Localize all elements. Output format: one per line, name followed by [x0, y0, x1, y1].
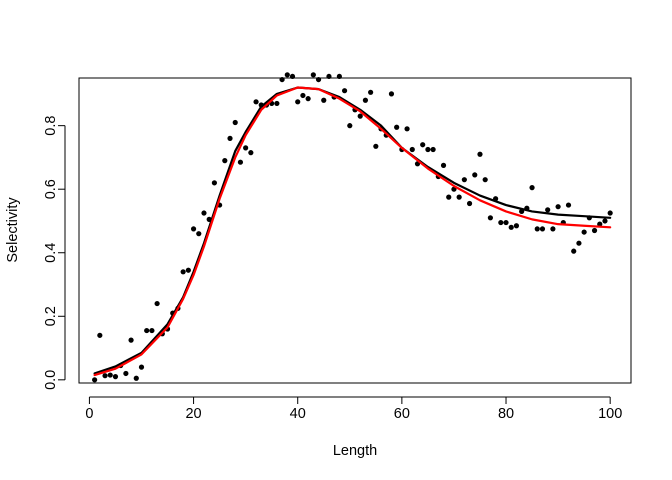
data-point [425, 146, 431, 153]
data-point [373, 143, 379, 149]
data-point [154, 300, 160, 307]
data-point [597, 221, 603, 227]
data-point [107, 372, 113, 378]
x-tick-label: 40 [290, 406, 306, 422]
data-point [368, 89, 374, 95]
data-point [123, 370, 129, 377]
data-point [482, 177, 488, 183]
data-point [602, 218, 608, 224]
x-axis-title: Length [333, 443, 377, 459]
data-point [394, 124, 400, 130]
data-point [222, 158, 228, 164]
x-axis: 0 20 40 60 80 100 [85, 396, 622, 422]
x-tick-label: 60 [394, 406, 410, 422]
data-point [321, 97, 327, 103]
data-point [284, 72, 290, 78]
data-point [347, 123, 353, 129]
fitted-curve-red [93, 86, 612, 377]
data-point [133, 375, 139, 381]
data-point [112, 374, 119, 380]
data-point [503, 219, 509, 226]
data-point [289, 73, 296, 80]
data-point [534, 226, 540, 232]
y-tick-label: 0.2 [43, 306, 59, 326]
data-point [149, 327, 155, 334]
data-point [92, 377, 98, 383]
data-point [243, 145, 249, 151]
y-tick-label: 0.0 [43, 370, 59, 390]
data-point [513, 223, 520, 229]
data-point [529, 185, 535, 191]
data-point [138, 364, 145, 370]
data-point [409, 146, 415, 153]
y-tick-label: 0.8 [43, 116, 59, 136]
y-tick-label: 0.4 [43, 243, 59, 263]
data-point [388, 91, 395, 97]
data-point [571, 248, 577, 254]
data-point [227, 135, 233, 141]
data-point [591, 227, 598, 234]
data-point [498, 219, 504, 226]
data-point [211, 180, 217, 186]
y-tick-label: 0.6 [43, 179, 59, 199]
data-point [144, 327, 150, 334]
data-point [201, 210, 207, 216]
data-point [420, 142, 426, 148]
data-point [404, 126, 410, 132]
data-point [274, 100, 280, 107]
data-point [305, 96, 311, 102]
x-tick-label: 100 [598, 406, 622, 422]
data-point [550, 226, 556, 232]
data-point [446, 194, 452, 200]
data-point [310, 72, 316, 78]
data-point [97, 332, 103, 338]
data-point [336, 73, 342, 80]
data-point [430, 146, 436, 153]
data-point [440, 162, 447, 168]
data-point [232, 119, 238, 126]
data-point [253, 99, 259, 105]
data-point [128, 337, 134, 343]
data-point [477, 151, 483, 157]
data-point [326, 73, 332, 80]
data-point [248, 150, 254, 156]
data-point [466, 200, 473, 207]
plot-area [92, 72, 613, 383]
data-point [185, 267, 191, 273]
plot-frame [78, 77, 632, 384]
data-point [508, 224, 514, 230]
y-axis-title: Selectivity [5, 197, 21, 263]
data-point [576, 240, 582, 246]
x-tick-label: 20 [185, 406, 201, 422]
data-point [237, 159, 244, 165]
data-point [102, 373, 108, 379]
data-point [180, 269, 186, 275]
y-axis: 0.0 0.2 0.4 0.6 0.8 [43, 116, 66, 390]
data-point [279, 76, 285, 83]
data-point [196, 231, 202, 237]
data-point [362, 97, 369, 103]
data-point [315, 76, 322, 83]
x-tick-label: 80 [498, 406, 514, 422]
data-point [341, 88, 348, 94]
data-point [357, 113, 363, 119]
data-point [295, 99, 301, 105]
data-point [607, 210, 613, 216]
data-point [190, 226, 197, 232]
x-tick-label: 0 [85, 406, 93, 422]
data-point [555, 204, 561, 210]
data-point [545, 207, 551, 213]
data-point [461, 177, 467, 183]
data-point [539, 226, 546, 232]
data-point [472, 172, 478, 178]
data-point [581, 229, 587, 235]
data-point [300, 92, 306, 99]
data-point [487, 215, 493, 221]
data-point [565, 202, 572, 208]
data-point [456, 194, 462, 200]
